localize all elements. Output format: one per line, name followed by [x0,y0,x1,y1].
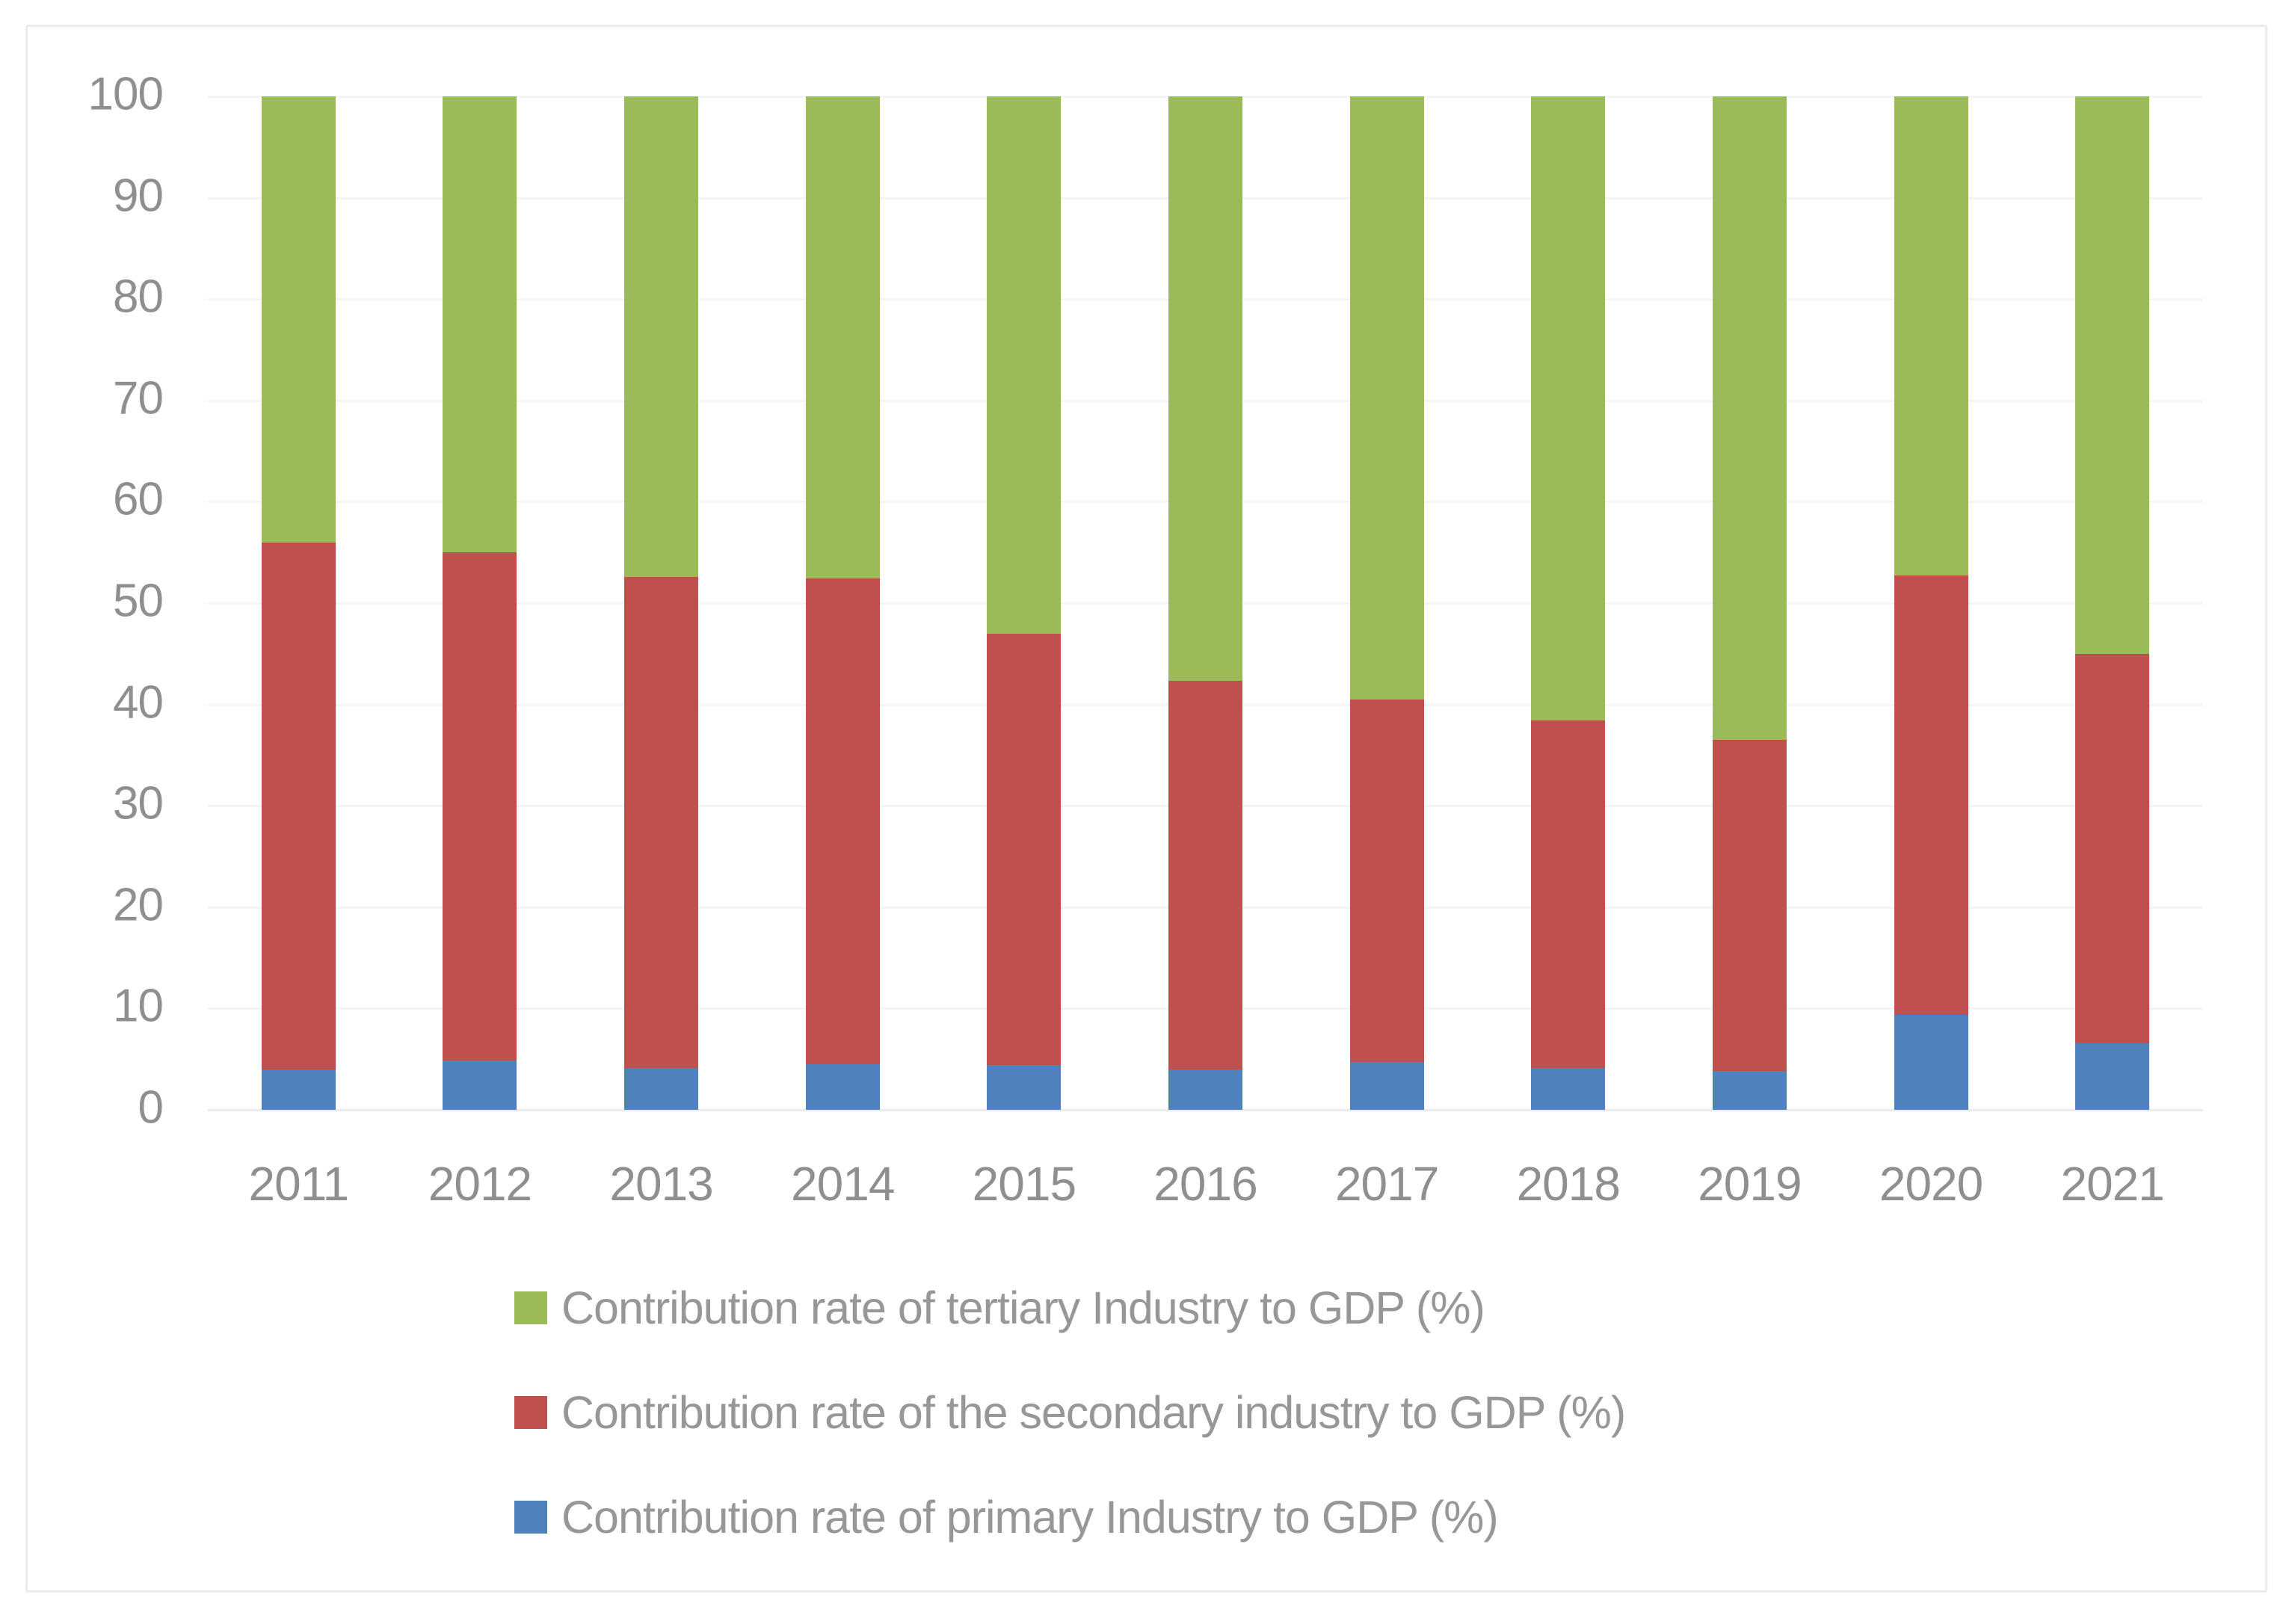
bar-2017 [1349,96,1424,1110]
chart-frame: 100 90 80 70 60 50 40 30 20 10 0 2011 2012 2013 2014 2… [25,25,2267,1593]
legend-label: Contribution rate of the secondary indus… [561,1386,1626,1438]
bar-segment-secondary-2013 [624,576,699,1069]
bar-segment-secondary-2018 [1531,720,1606,1069]
legend-label: Contribution rate of primary Industry to… [561,1491,1499,1543]
bar-segment-primary-2017 [1349,1062,1424,1110]
x-axis-label-2018: 2018 [1516,1157,1621,1211]
bar-segment-tertiary-2020 [1894,96,1968,576]
bar-segment-secondary-2014 [805,578,880,1064]
bar-2018 [1531,96,1606,1110]
y-axis-tick-label: 40 [113,676,164,729]
y-axis-tick-label: 80 [113,271,164,323]
bar-segment-secondary-2019 [1712,740,1787,1072]
bar-segment-tertiary-2014 [805,96,880,579]
bar-segment-primary-2012 [443,1060,517,1110]
bar-segment-tertiary-2019 [1712,96,1787,741]
bar-segment-secondary-2021 [2075,653,2150,1043]
x-axis-label-2019: 2019 [1698,1157,1802,1211]
y-axis-tick-label: 50 [113,575,164,627]
x-axis-label-2017: 2017 [1334,1157,1439,1211]
bar-2011 [261,96,336,1110]
legend-item: Contribution rate of tertiary Industry t… [514,1278,1485,1338]
plot-area [208,96,2203,1111]
legend-swatch [514,1396,547,1429]
x-axis-label-2020: 2020 [1879,1157,1983,1211]
y-axis-tick-label: 100 [87,68,164,120]
bar-segment-tertiary-2012 [443,96,517,553]
bar-segment-primary-2013 [624,1068,699,1110]
bar-segment-primary-2015 [987,1065,1062,1110]
bar-segment-primary-2021 [2075,1043,2150,1110]
bar-segment-primary-2019 [1712,1071,1787,1110]
bar-2021 [2075,96,2150,1110]
bar-2020 [1894,96,1968,1110]
y-axis-tick-label: 60 [113,473,164,525]
legend-swatch [514,1501,547,1534]
bar-2014 [805,96,880,1110]
x-axis-label-2011: 2011 [248,1157,350,1211]
bar-segment-primary-2011 [261,1069,336,1110]
bar-segment-primary-2014 [805,1063,880,1110]
x-axis-label-2015: 2015 [972,1157,1076,1211]
bar-2019 [1712,96,1787,1110]
bar-segment-primary-2018 [1531,1068,1606,1110]
bar-segment-primary-2016 [1168,1069,1242,1110]
bar-segment-tertiary-2016 [1168,96,1242,682]
legend-item: Contribution rate of the secondary indus… [514,1383,1626,1442]
bar-2012 [443,96,517,1110]
bar-2016 [1168,96,1242,1110]
x-axis-baseline [208,1109,2203,1111]
bar-segment-secondary-2020 [1894,575,1968,1015]
bar-segment-secondary-2012 [443,552,517,1060]
legend-item: Contribution rate of primary Industry to… [514,1487,1499,1547]
bar-segment-secondary-2015 [987,633,1062,1066]
bar-segment-tertiary-2017 [1349,96,1424,700]
y-axis-tick-label: 10 [113,980,164,1032]
bar-segment-primary-2020 [1894,1014,1968,1110]
bar-segment-tertiary-2011 [261,96,336,543]
y-axis-tick-label: 70 [113,372,164,424]
x-axis-label-2016: 2016 [1153,1157,1257,1211]
y-axis-tick-label: 20 [113,879,164,931]
legend-label: Contribution rate of tertiary Industry t… [561,1282,1485,1333]
y-axis-tick-label: 30 [113,777,164,830]
bar-2015 [987,96,1062,1110]
bar-segment-tertiary-2018 [1531,96,1606,721]
bar-segment-secondary-2016 [1168,681,1242,1069]
x-axis-label-2013: 2013 [609,1157,713,1211]
x-axis-label-2021: 2021 [2060,1157,2164,1211]
bar-segment-secondary-2017 [1349,699,1424,1063]
bar-segment-tertiary-2013 [624,96,699,577]
bar-segment-secondary-2011 [261,542,336,1069]
bar-2013 [624,96,699,1110]
y-axis-tick-label: 0 [138,1081,164,1134]
x-axis-label-2014: 2014 [791,1157,895,1211]
x-axis-label-2012: 2012 [428,1157,532,1211]
y-axis-tick-label: 90 [113,170,164,222]
legend-swatch [514,1291,547,1324]
bar-segment-tertiary-2021 [2075,96,2150,654]
bar-segment-tertiary-2015 [987,96,1062,634]
